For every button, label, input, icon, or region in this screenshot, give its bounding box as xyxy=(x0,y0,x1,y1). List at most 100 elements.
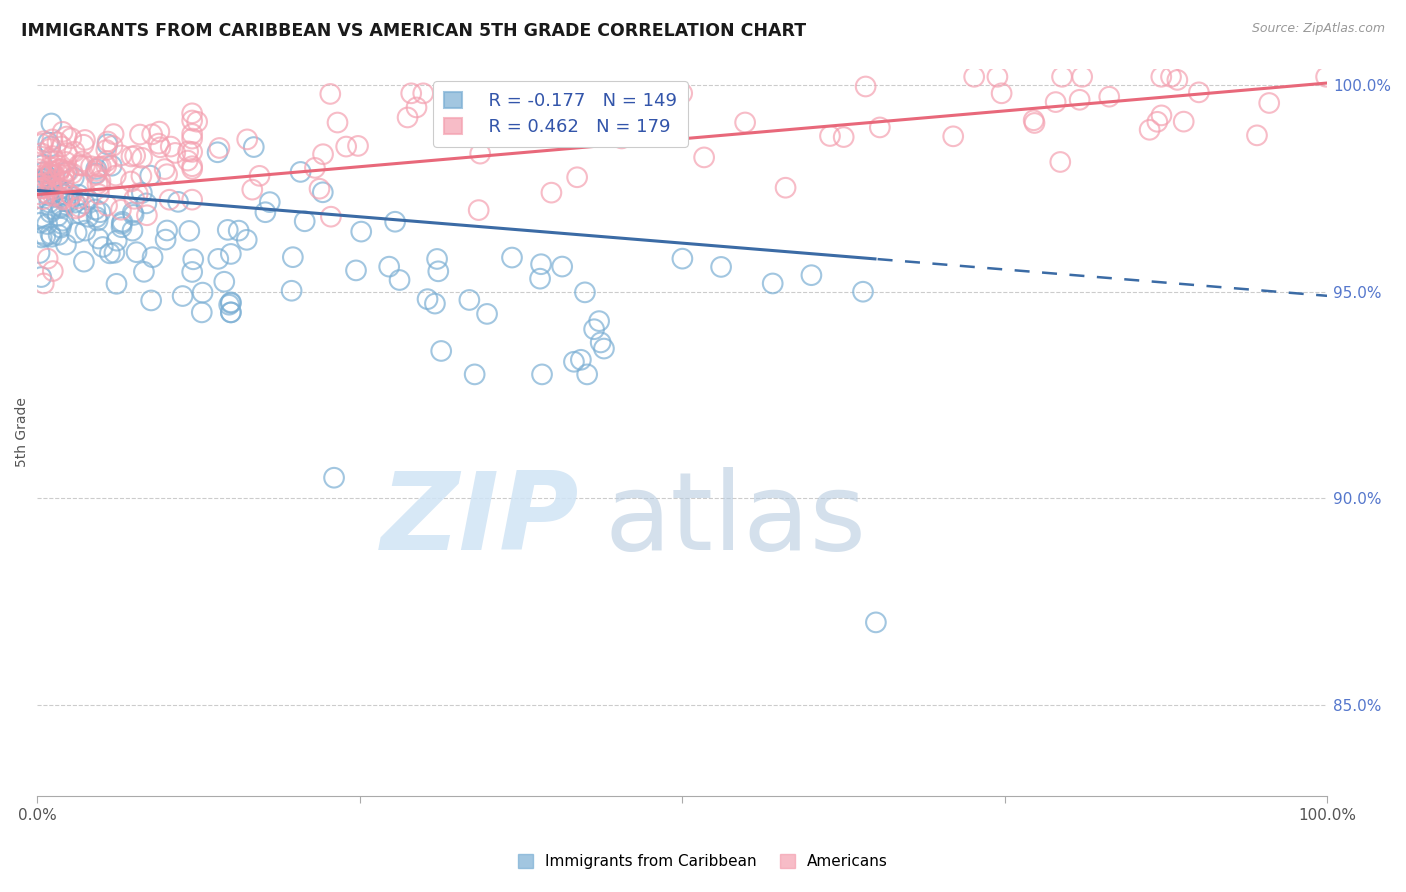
Point xyxy=(475,307,498,321)
Legend:   R = -0.177   N = 149,   R = 0.462   N = 179: R = -0.177 N = 149, R = 0.462 N = 179 xyxy=(433,81,688,146)
Point xyxy=(450,115,472,129)
Point xyxy=(181,159,204,173)
Point xyxy=(228,224,250,238)
Point xyxy=(530,257,553,271)
Point xyxy=(454,113,477,128)
Point xyxy=(51,139,73,153)
Point xyxy=(80,159,103,173)
Point xyxy=(90,160,112,174)
Point xyxy=(87,160,110,174)
Point xyxy=(191,305,214,319)
Point xyxy=(39,178,62,193)
Point xyxy=(131,186,153,200)
Point xyxy=(28,162,51,177)
Point xyxy=(51,201,73,215)
Point xyxy=(89,205,111,219)
Point xyxy=(1315,70,1337,84)
Y-axis label: 5th Grade: 5th Grade xyxy=(15,397,30,467)
Point xyxy=(181,252,204,267)
Point xyxy=(219,296,242,310)
Point xyxy=(84,161,107,176)
Point xyxy=(32,192,55,206)
Point xyxy=(430,343,453,358)
Point xyxy=(650,87,672,101)
Point xyxy=(67,187,90,202)
Point xyxy=(319,87,342,101)
Point xyxy=(818,128,841,143)
Point xyxy=(181,127,204,141)
Point xyxy=(41,164,63,178)
Point xyxy=(55,194,77,209)
Point xyxy=(482,102,505,116)
Point xyxy=(86,177,108,191)
Point xyxy=(534,97,557,112)
Point xyxy=(388,273,411,287)
Point xyxy=(156,167,179,181)
Point xyxy=(45,190,67,204)
Point xyxy=(84,202,107,217)
Point xyxy=(31,181,53,195)
Point xyxy=(37,136,59,150)
Point xyxy=(710,260,733,274)
Point xyxy=(127,186,149,201)
Point xyxy=(52,191,75,205)
Point xyxy=(281,250,304,264)
Point xyxy=(179,224,201,238)
Point xyxy=(42,264,65,278)
Point xyxy=(73,196,96,211)
Point xyxy=(32,165,55,179)
Point xyxy=(177,145,200,159)
Point xyxy=(103,245,125,260)
Point xyxy=(693,150,716,164)
Point xyxy=(378,260,401,274)
Point xyxy=(63,195,86,210)
Point xyxy=(41,202,63,216)
Point xyxy=(97,135,120,149)
Point xyxy=(509,87,531,101)
Point xyxy=(396,111,419,125)
Point xyxy=(44,153,66,168)
Point xyxy=(84,166,107,180)
Point xyxy=(52,125,75,139)
Point xyxy=(290,165,312,179)
Point xyxy=(574,88,596,103)
Point xyxy=(464,368,486,382)
Point xyxy=(122,208,145,222)
Point xyxy=(49,163,72,178)
Point xyxy=(77,210,100,224)
Point xyxy=(565,170,588,185)
Point xyxy=(96,159,118,173)
Point xyxy=(73,254,96,268)
Point xyxy=(37,188,59,202)
Point xyxy=(67,191,90,205)
Point xyxy=(72,154,94,169)
Point xyxy=(467,203,489,218)
Point xyxy=(243,140,266,154)
Point xyxy=(39,205,62,219)
Point xyxy=(1146,115,1168,129)
Point xyxy=(37,252,59,266)
Point xyxy=(31,181,53,195)
Point xyxy=(73,133,96,147)
Point xyxy=(111,215,134,229)
Point xyxy=(181,193,204,207)
Point xyxy=(142,250,165,264)
Point xyxy=(41,116,63,130)
Point xyxy=(1173,114,1195,128)
Point xyxy=(31,158,53,172)
Point xyxy=(177,153,200,168)
Point xyxy=(148,125,170,139)
Point xyxy=(34,169,56,184)
Point xyxy=(207,145,229,160)
Point xyxy=(110,148,132,162)
Point xyxy=(30,270,52,285)
Point xyxy=(32,171,55,186)
Point xyxy=(49,199,72,213)
Point xyxy=(1050,70,1073,84)
Point xyxy=(41,149,63,163)
Point xyxy=(52,174,75,188)
Point xyxy=(84,168,107,182)
Point xyxy=(48,182,70,196)
Point xyxy=(610,131,633,145)
Point xyxy=(172,289,194,303)
